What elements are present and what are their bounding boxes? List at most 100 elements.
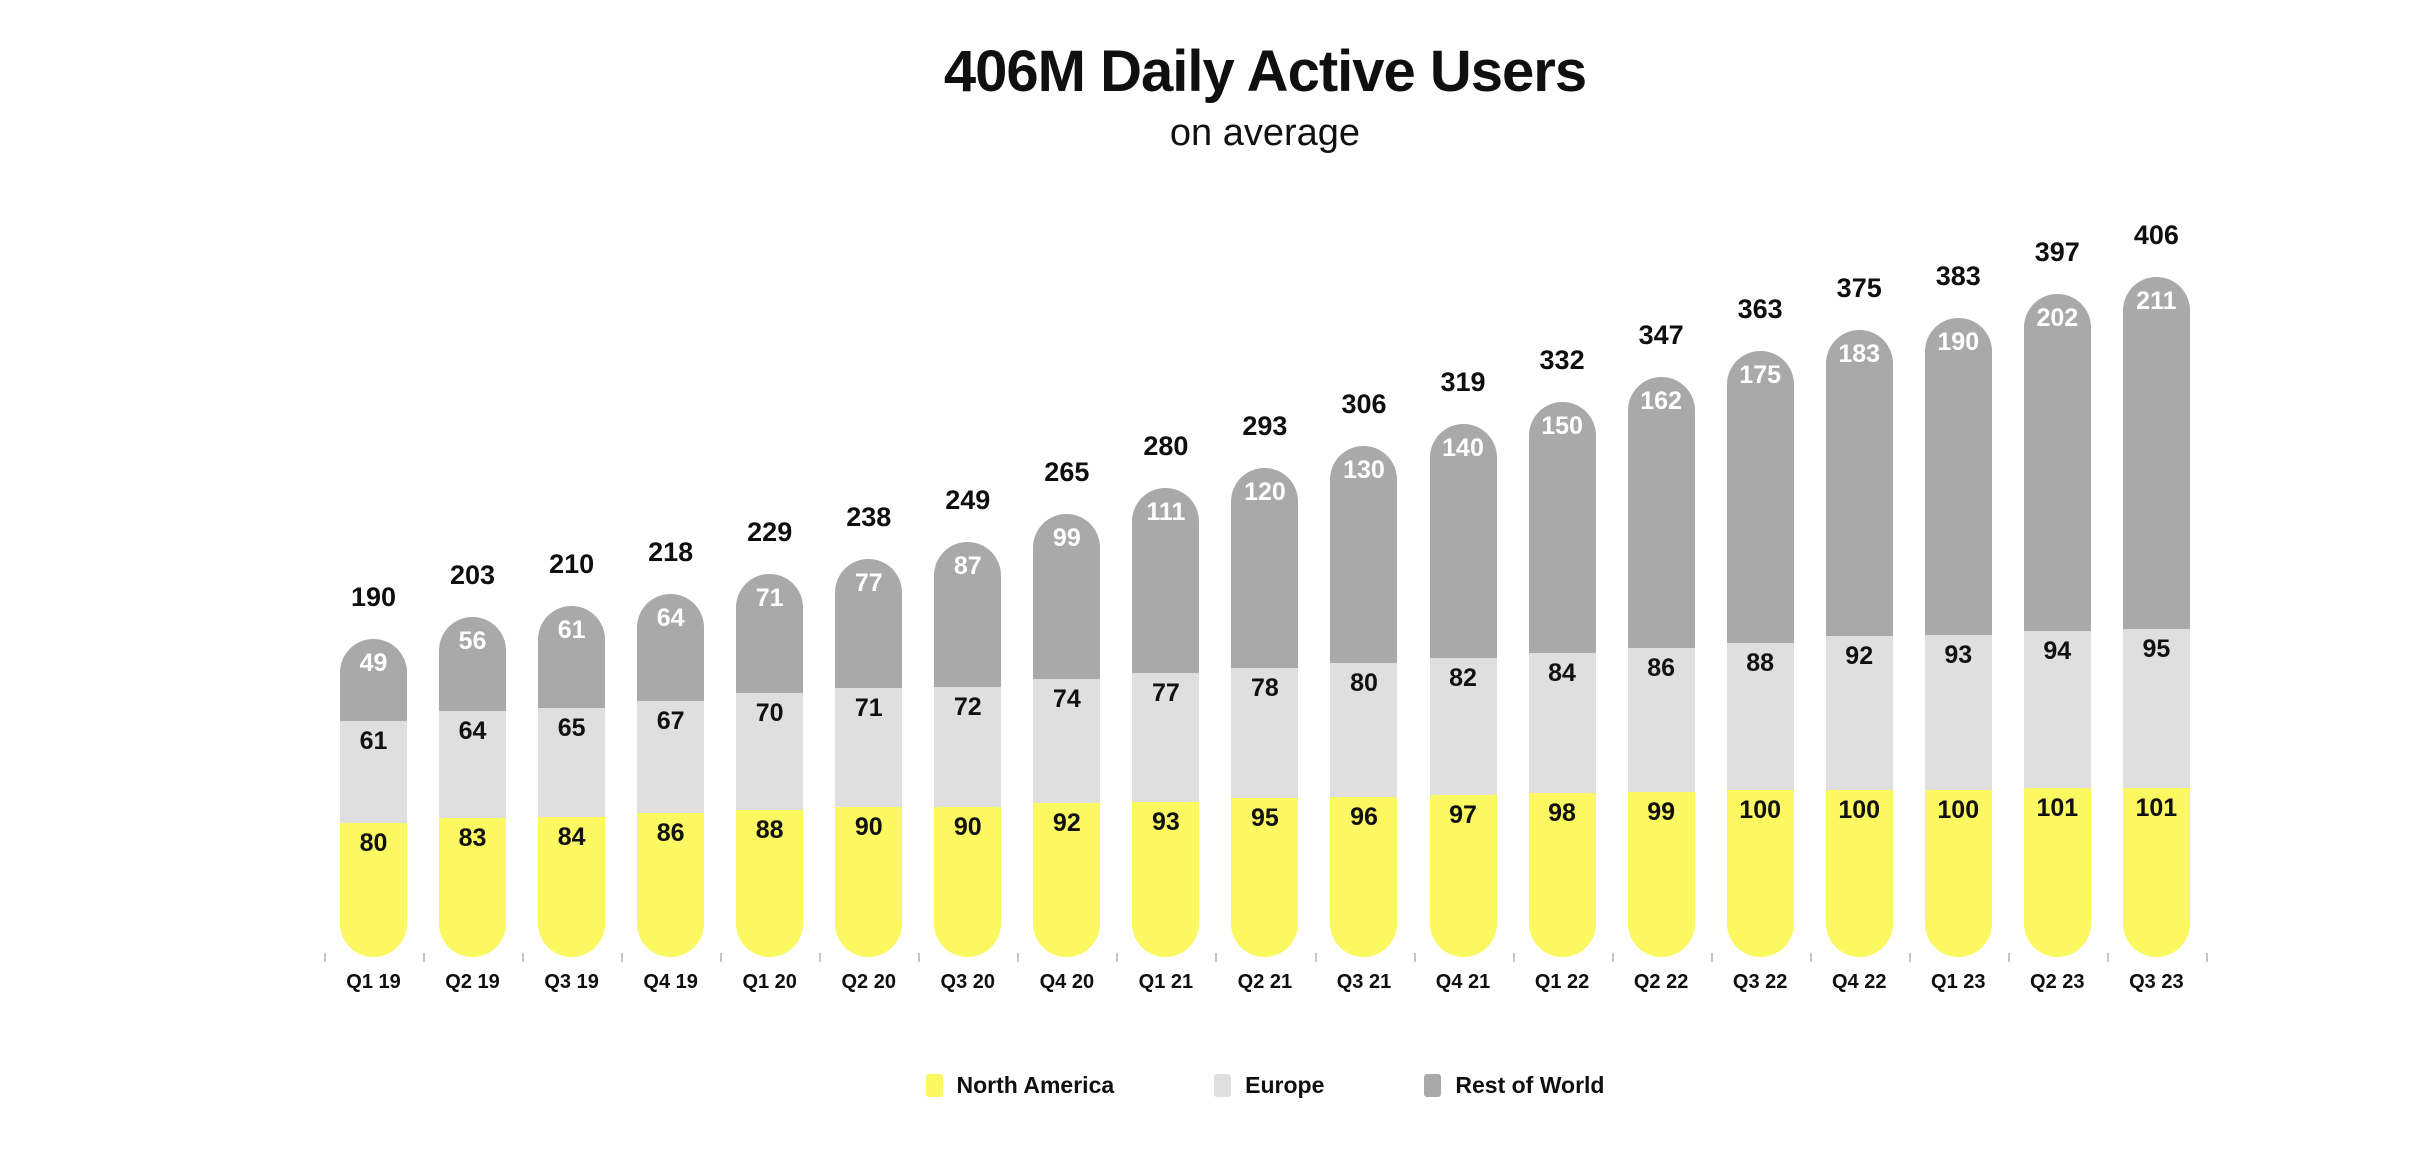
bar-slot-q4-20: 265 99 74 92 Q4 20 bbox=[1033, 457, 1101, 993]
segment-europe bbox=[1627, 648, 1695, 792]
segment-europe bbox=[736, 693, 804, 810]
bar-q1-21: 111 77 93 bbox=[1132, 488, 1200, 957]
total-label: 229 bbox=[747, 517, 793, 547]
bar-slot-q2-19: 203 56 64 83 Q2 19 bbox=[439, 560, 507, 993]
bar-q2-21: 120 78 95 bbox=[1231, 468, 1299, 957]
bar-q4-22: 183 92 100 bbox=[1825, 330, 1893, 957]
total-label: 306 bbox=[1341, 389, 1387, 419]
north-america-value-label: 99 bbox=[1647, 798, 1676, 826]
europe-value-label: 93 bbox=[1944, 641, 1973, 669]
europe-value-label: 88 bbox=[1746, 649, 1775, 677]
segment-europe bbox=[1231, 668, 1299, 798]
bar-q3-22: 175 88 100 bbox=[1726, 351, 1794, 957]
axis-tick bbox=[1017, 953, 1020, 962]
x-axis-label: Q2 23 bbox=[2030, 971, 2085, 993]
x-axis-label: Q1 19 bbox=[346, 971, 401, 993]
rest-of-world-value-label: 162 bbox=[1640, 387, 1682, 415]
bar-slot-q4-19: 218 64 67 86 Q4 19 bbox=[637, 537, 705, 993]
bar-q1-22: 150 84 98 bbox=[1528, 402, 1596, 957]
bar-slot-q2-21: 293 120 78 95 Q2 21 bbox=[1231, 411, 1299, 993]
rest-of-world-value-label: 140 bbox=[1442, 434, 1484, 462]
x-axis-label: Q4 19 bbox=[643, 971, 698, 993]
rest-of-world-value-label: 183 bbox=[1838, 340, 1881, 368]
segment-rest-of-world bbox=[439, 617, 507, 711]
total-label: 265 bbox=[1044, 457, 1090, 487]
rest-of-world-value-label: 211 bbox=[2136, 287, 2177, 315]
segment-rest-of-world bbox=[1132, 488, 1200, 673]
x-axis-label: Q3 21 bbox=[1336, 971, 1392, 993]
segment-north-america bbox=[1627, 792, 1695, 957]
segment-europe bbox=[1033, 679, 1101, 803]
rest-of-world-value-label: 71 bbox=[755, 584, 784, 612]
segment-north-america bbox=[2122, 788, 2190, 957]
plot-area: 190 49 61 80 Q1 19 203 56 64 83 Q2 19 210 61 65 84 Q3 … bbox=[324, 167, 2208, 993]
bar-q3-23: 211 95 101 bbox=[2122, 277, 2190, 957]
north-america-value-label: 93 bbox=[1151, 808, 1180, 836]
segment-north-america bbox=[934, 807, 1002, 957]
segment-rest-of-world bbox=[637, 594, 705, 701]
europe-value-label: 74 bbox=[1052, 685, 1081, 713]
axis-tick bbox=[621, 953, 624, 962]
rest-of-world-value-label: 64 bbox=[656, 604, 685, 632]
europe-value-label: 67 bbox=[656, 707, 685, 735]
total-label: 397 bbox=[2034, 237, 2080, 267]
bar-q4-21: 140 82 97 bbox=[1429, 424, 1497, 957]
europe-value-label: 94 bbox=[2043, 637, 2072, 665]
rest-of-world-value-label: 56 bbox=[458, 627, 487, 655]
rest-of-world-value-label: 49 bbox=[359, 649, 388, 677]
europe-value-label: 80 bbox=[1350, 669, 1378, 697]
north-america-value-label: 80 bbox=[359, 829, 388, 857]
segment-rest-of-world bbox=[1627, 377, 1695, 648]
bar-slot-q2-20: 238 77 71 90 Q2 20 bbox=[835, 502, 903, 993]
segment-rest-of-world bbox=[736, 574, 804, 693]
rest-of-world-value-label: 87 bbox=[953, 552, 982, 580]
north-america-value-label: 88 bbox=[755, 816, 784, 844]
north-america-value-label: 101 bbox=[2135, 794, 2178, 822]
north-america-value-label: 100 bbox=[1937, 796, 1980, 824]
x-axis-label: Q2 20 bbox=[841, 971, 896, 993]
total-label: 319 bbox=[1440, 367, 1486, 397]
segment-north-america bbox=[1429, 795, 1497, 957]
axis-tick bbox=[918, 953, 921, 962]
legend-swatch-europe bbox=[1214, 1074, 1232, 1097]
chart-subtitle: on average bbox=[1169, 112, 1361, 154]
segment-europe bbox=[340, 721, 407, 823]
x-axis-label: Q1 22 bbox=[1534, 971, 1590, 993]
segment-north-america bbox=[1330, 797, 1398, 957]
segment-rest-of-world bbox=[1726, 351, 1794, 643]
europe-value-label: 86 bbox=[1647, 654, 1676, 682]
segment-north-america bbox=[1132, 802, 1200, 957]
total-label: 203 bbox=[450, 560, 496, 590]
total-label: 375 bbox=[1836, 273, 1882, 303]
x-axis-label: Q3 20 bbox=[940, 971, 996, 993]
axis-tick bbox=[720, 953, 723, 962]
segment-europe bbox=[1330, 663, 1398, 797]
segment-europe bbox=[1132, 673, 1200, 802]
bar-slot-q2-23: 397 202 94 101 Q2 23 bbox=[2023, 237, 2091, 993]
segment-rest-of-world bbox=[1528, 402, 1596, 653]
segment-north-america bbox=[439, 818, 507, 957]
north-america-value-label: 101 bbox=[2036, 794, 2079, 822]
segment-rest-of-world bbox=[2023, 294, 2091, 631]
europe-value-label: 77 bbox=[1151, 679, 1180, 707]
bar-q3-20: 87 72 90 bbox=[934, 542, 1002, 957]
bar-slot-q1-19: 190 49 61 80 Q1 19 bbox=[340, 582, 407, 993]
rest-of-world-value-label: 120 bbox=[1244, 478, 1286, 506]
chart-title: 406M Daily Active Users bbox=[943, 39, 1587, 104]
total-label: 406 bbox=[2133, 220, 2179, 250]
segment-north-america bbox=[736, 810, 804, 957]
axis-tick bbox=[2206, 953, 2208, 962]
bar-slot-q3-20: 249 87 72 90 Q3 20 bbox=[934, 485, 1002, 993]
segment-europe bbox=[934, 687, 1002, 807]
axis-tick bbox=[423, 953, 425, 962]
segment-rest-of-world bbox=[835, 559, 903, 688]
bar-q4-20: 99 74 92 bbox=[1033, 514, 1101, 957]
total-label: 347 bbox=[1638, 320, 1684, 350]
axis-tick bbox=[1215, 953, 1218, 962]
legend-item-rest-of-world: Rest of World bbox=[1424, 1072, 1604, 1099]
x-axis-label: Q4 21 bbox=[1435, 971, 1491, 993]
europe-value-label: 64 bbox=[458, 717, 487, 745]
segment-rest-of-world bbox=[340, 639, 407, 721]
bar-q1-20: 71 70 88 bbox=[736, 574, 804, 957]
